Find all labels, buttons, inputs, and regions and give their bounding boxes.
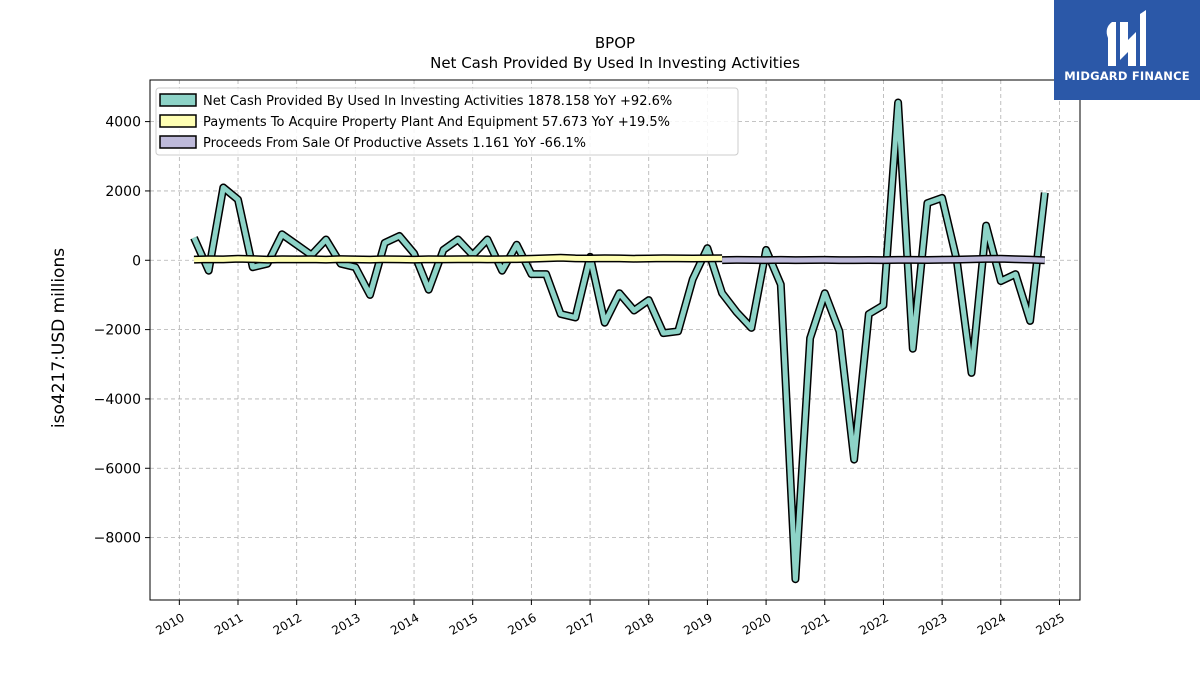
y-tick-label: 4000 xyxy=(105,115,141,131)
y-tick-label: −4000 xyxy=(94,392,141,408)
x-tick-label: 2025 xyxy=(1034,610,1067,637)
x-tick-label: 2022 xyxy=(857,610,890,637)
legend-frame xyxy=(155,87,739,156)
y-tick-label: 2000 xyxy=(105,184,141,200)
series-outline-0 xyxy=(190,98,1049,584)
y-tick-label: 0 xyxy=(132,253,141,269)
midgard-finance-logo: MIDGARD FINANCE xyxy=(1054,0,1200,100)
x-tick-label: 2010 xyxy=(153,610,186,637)
y-tick-label: −8000 xyxy=(94,531,141,547)
x-tick-label: 2011 xyxy=(212,610,245,637)
plot-frame xyxy=(149,79,1081,601)
chart-subtitle: Net Cash Provided By Used In Investing A… xyxy=(430,54,800,72)
legend-entry: Proceeds From Sale Of Productive Assets … xyxy=(203,136,586,151)
series-line-1 xyxy=(193,255,723,263)
x-tick-label: 2015 xyxy=(447,610,480,637)
x-tick-label: 2013 xyxy=(329,610,362,637)
series-line-2 xyxy=(722,256,1045,263)
chart-title: BPOP xyxy=(595,34,635,52)
x-tick-label: 2020 xyxy=(740,610,773,637)
legend-swatch xyxy=(159,114,197,128)
legend: Net Cash Provided By Used In Investing A… xyxy=(155,87,739,156)
x-tick-label: 2014 xyxy=(388,610,421,637)
y-axis-label: iso4217:USD millions xyxy=(49,248,69,428)
logo-mark-icon xyxy=(1106,10,1146,66)
x-tick-label: 2024 xyxy=(975,610,1008,637)
y-tick-label: −2000 xyxy=(94,323,141,339)
grid xyxy=(150,80,1080,600)
axes: −8000 −6000 −4000 −2000 0 2000 4000 2010 2011 201… xyxy=(94,79,1081,638)
x-tick-label: 2016 xyxy=(505,610,538,637)
series-lines xyxy=(190,98,1049,584)
legend-swatch xyxy=(159,93,197,107)
legend-entry: Net Cash Provided By Used In Investing A… xyxy=(203,94,672,109)
x-tick-label: 2019 xyxy=(681,610,714,637)
logo-text: MIDGARD FINANCE xyxy=(1064,69,1190,83)
x-tick-label: 2017 xyxy=(564,610,597,637)
legend-swatch xyxy=(159,135,197,149)
x-tick-label: 2023 xyxy=(916,610,949,637)
y-tick-label: −6000 xyxy=(94,461,141,477)
x-tick-label: 2012 xyxy=(271,610,304,637)
x-tick-label: 2018 xyxy=(623,610,656,637)
legend-entry: Payments To Acquire Property Plant And E… xyxy=(203,115,670,130)
x-tick-label: 2021 xyxy=(799,610,832,637)
